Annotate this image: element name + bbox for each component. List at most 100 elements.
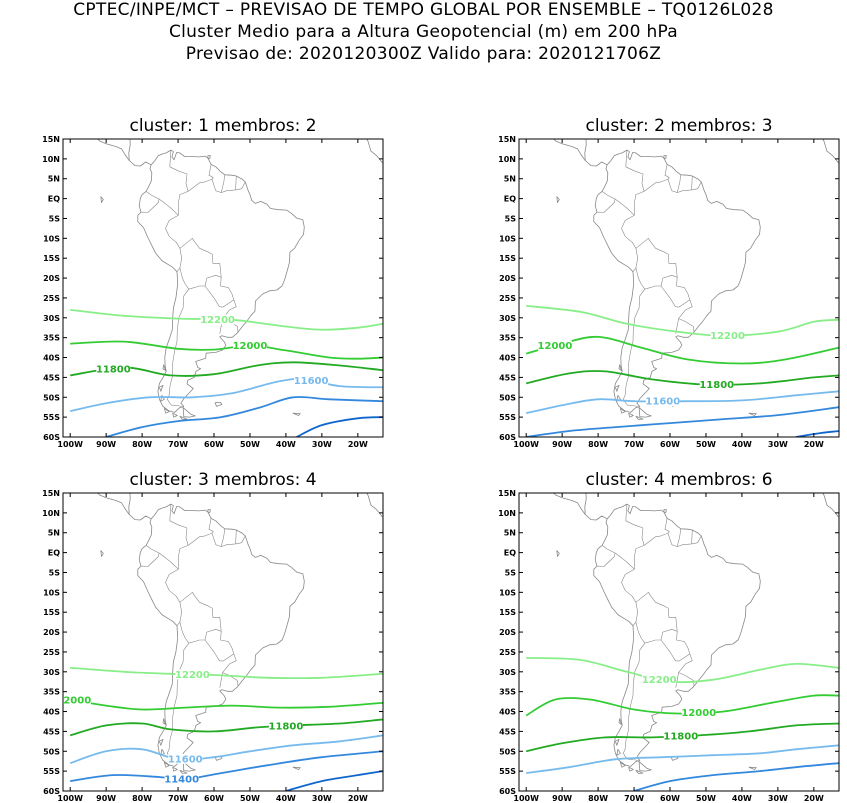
lat-tick-label: 55S: [499, 767, 516, 776]
country-border: [635, 592, 678, 644]
south-america-coastline: [593, 149, 761, 413]
island-coastline: [748, 766, 757, 770]
lon-tick-label: 20W: [348, 794, 368, 803]
south-america-coastline: [593, 503, 761, 767]
country-border: [219, 672, 223, 688]
lon-tick-label: 60W: [204, 440, 224, 449]
panel-4-title: cluster: 4 membros: 6: [585, 470, 772, 490]
island-coastline: [663, 155, 667, 159]
lat-tick-label: 40S: [43, 708, 60, 717]
lon-tick-label: 100W: [513, 440, 539, 449]
lat-tick-label: 15S: [43, 608, 60, 617]
lon-tick-label: 50W: [696, 794, 716, 803]
contour-label-12000: 12000: [233, 341, 268, 352]
contour-label-12200: 12200: [642, 675, 677, 686]
contour-12000: [525, 335, 839, 365]
lat-tick-label: 55S: [43, 413, 60, 422]
island-coastline: [638, 407, 652, 418]
lon-tick-label: 40W: [732, 440, 752, 449]
country-border: [211, 179, 246, 193]
country-border: [204, 631, 235, 662]
country-border: [635, 238, 678, 290]
contour-11200: [795, 430, 839, 437]
lat-tick-label: EQ: [504, 195, 516, 204]
country-border: [625, 504, 645, 570]
lat-tick-label: 25S: [499, 294, 516, 303]
lon-tick-label: 100W: [57, 440, 83, 449]
island-coastline: [159, 384, 164, 392]
country-border: [623, 289, 646, 408]
lon-tick-label: 100W: [513, 794, 539, 803]
island-coastline: [100, 550, 104, 557]
contour-11600: [526, 744, 839, 774]
country-border: [211, 533, 246, 547]
lat-tick-label: 20S: [499, 274, 516, 283]
coastline: [584, 493, 587, 515]
country-border: [235, 175, 237, 190]
island-coastline: [172, 766, 178, 772]
lon-tick-label: 60W: [660, 794, 680, 803]
country-border: [625, 150, 645, 216]
lon-tick-label: 80W: [588, 794, 608, 803]
country-border: [691, 529, 693, 544]
lon-tick-label: 90W: [552, 440, 572, 449]
lat-tick-label: 25S: [43, 648, 60, 657]
lat-tick-label: 25S: [499, 648, 516, 657]
coastline: [97, 139, 152, 167]
island-coastline: [615, 384, 620, 392]
lat-tick-label: 35S: [499, 334, 516, 343]
country-border: [220, 528, 226, 547]
lat-tick-label: 10N: [498, 509, 516, 518]
contour-label-11600: 11600: [294, 376, 329, 387]
lat-tick-label: 35S: [43, 688, 60, 697]
country-border: [676, 528, 682, 547]
country-border: [169, 504, 189, 570]
country-border: [691, 175, 693, 190]
contour-label-11800: 11800: [96, 365, 131, 376]
contour-11400: [105, 396, 383, 437]
island-coastline: [620, 408, 626, 414]
lon-tick-label: 30W: [312, 794, 332, 803]
island-coastline: [179, 769, 188, 774]
island-coastline: [618, 718, 622, 725]
lon-tick-label: 50W: [240, 794, 260, 803]
lon-tick-label: 60W: [660, 440, 680, 449]
contour-11400: [70, 750, 383, 782]
country-border: [158, 198, 182, 272]
map-panel-1: cluster: 1 membros: 2 12200 12000 11800 1160…: [42, 116, 384, 449]
contour-11600: [525, 390, 839, 415]
lon-tick-label: 80W: [588, 440, 608, 449]
contour-label-11600: 11600: [168, 754, 203, 765]
lat-tick-label: 60S: [499, 433, 516, 442]
lat-tick-label: 45S: [499, 373, 516, 382]
lon-tick-label: 40W: [732, 794, 752, 803]
lat-tick-label: 5S: [49, 214, 61, 223]
island-coastline: [615, 738, 620, 746]
lon-tick-label: 70W: [168, 794, 188, 803]
lat-tick-label: 15N: [498, 135, 516, 144]
contour-11600: [69, 378, 383, 413]
header-line-3: Previsao de: 2020120300Z Valido para: 20…: [185, 44, 662, 64]
coastline: [584, 139, 587, 161]
lon-tick-label: 40W: [276, 794, 296, 803]
lat-tick-label: 45S: [43, 373, 60, 382]
lat-tick-label: EQ: [504, 549, 516, 558]
lat-tick-label: 50S: [43, 747, 60, 756]
south-america-coastline: [137, 503, 305, 767]
contour-11800: [525, 370, 839, 386]
contour-label-11800: 11800: [699, 380, 734, 391]
island-coastline: [162, 718, 166, 725]
country-border: [667, 533, 702, 547]
lon-tick-label: 100W: [57, 794, 83, 803]
south-america-coastline: [137, 149, 305, 413]
lat-tick-label: 55S: [499, 413, 516, 422]
map-frame: [62, 138, 384, 438]
lat-tick-label: 10S: [43, 234, 60, 243]
country-border: [158, 552, 182, 626]
lon-tick-label: 30W: [312, 440, 332, 449]
contour-11800: [69, 718, 383, 737]
contour-12000: [70, 340, 383, 360]
coastline: [97, 493, 152, 521]
lat-tick-label: 5N: [504, 175, 516, 184]
